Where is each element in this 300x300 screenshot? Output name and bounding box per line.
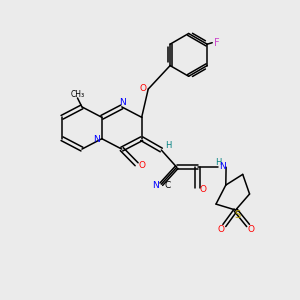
- Text: N: N: [219, 162, 226, 171]
- Text: O: O: [248, 225, 255, 234]
- Text: F: F: [214, 38, 220, 48]
- Text: CH₃: CH₃: [70, 90, 85, 99]
- Text: O: O: [138, 161, 145, 170]
- Text: S: S: [234, 210, 240, 220]
- Text: N: N: [119, 98, 126, 107]
- Text: O: O: [200, 185, 206, 194]
- Text: N: N: [153, 182, 159, 190]
- Text: N: N: [93, 135, 100, 144]
- Text: O: O: [218, 225, 225, 234]
- Text: O: O: [140, 84, 146, 93]
- Text: H: H: [215, 158, 221, 167]
- Text: H: H: [165, 141, 171, 150]
- Text: C: C: [165, 182, 171, 190]
